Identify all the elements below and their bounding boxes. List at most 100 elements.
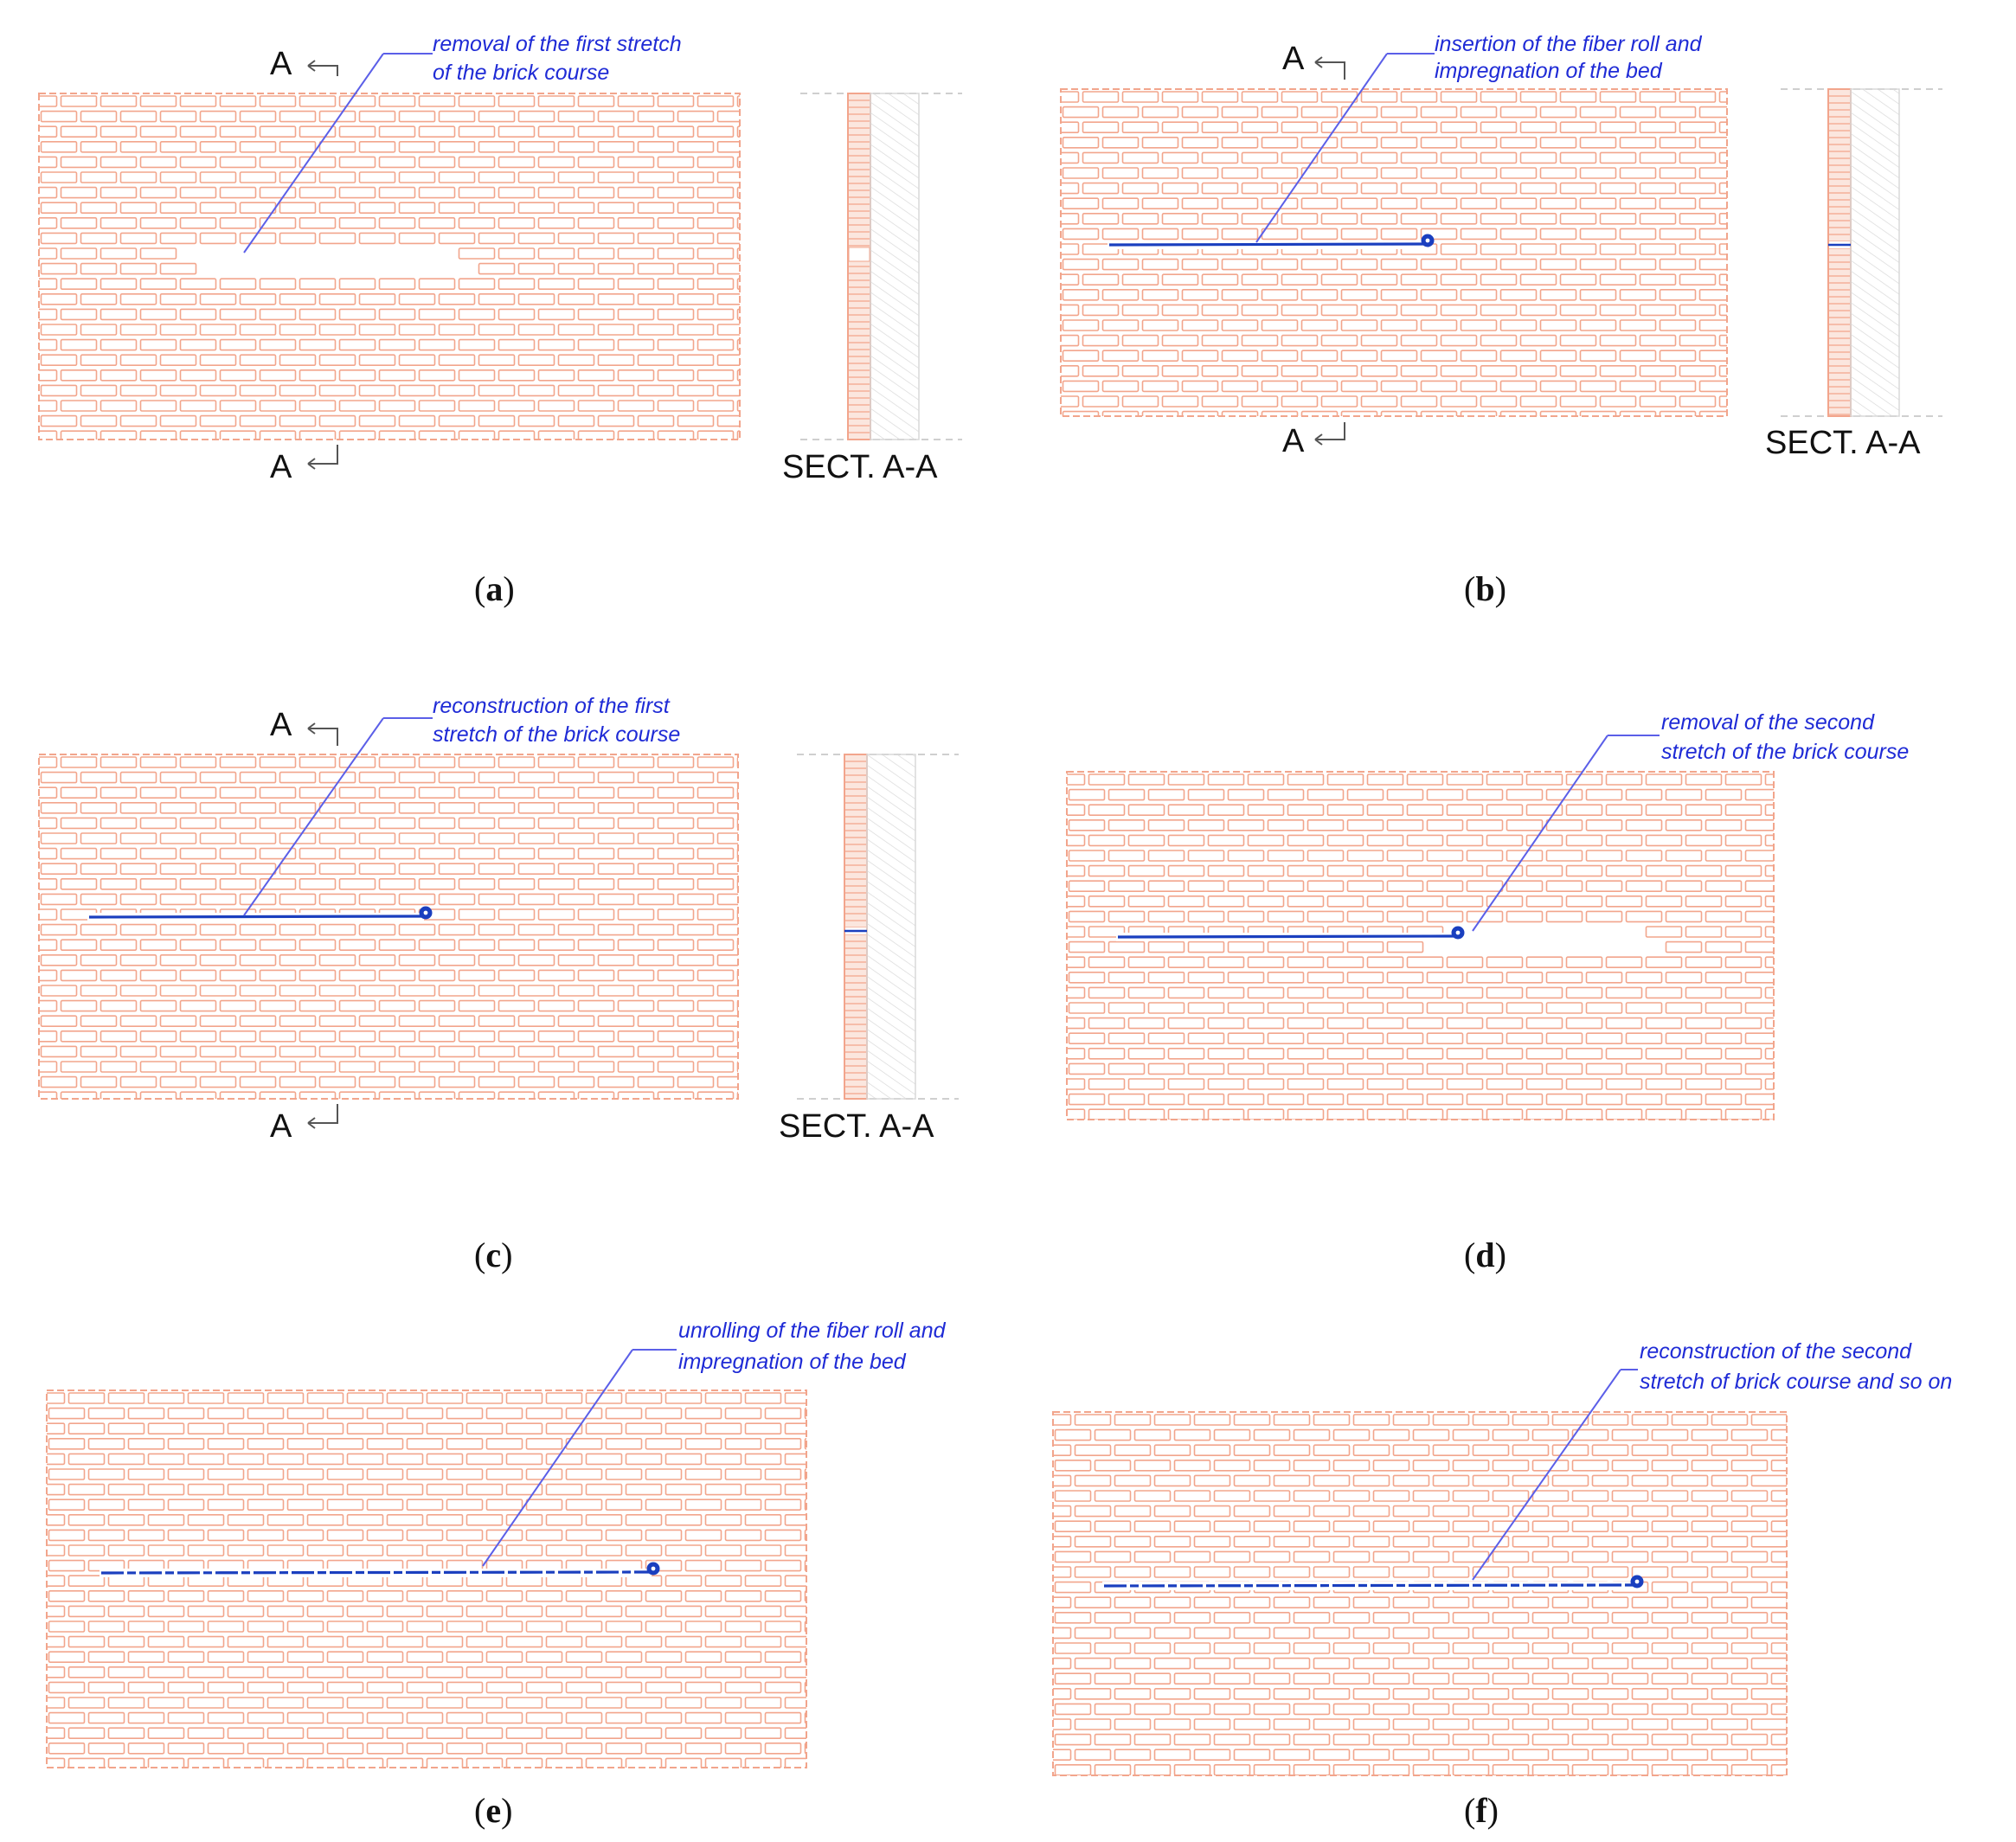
brick xyxy=(207,1499,245,1511)
brick xyxy=(726,1774,761,1784)
brick xyxy=(127,1468,165,1480)
brick xyxy=(1432,1688,1470,1700)
brick xyxy=(1372,1460,1410,1472)
brick xyxy=(1611,1672,1649,1685)
brick xyxy=(1611,1642,1649,1654)
brick xyxy=(0,909,17,920)
brick xyxy=(677,110,715,123)
brick xyxy=(1705,1002,1743,1014)
fiber-strip-line xyxy=(88,915,423,919)
brick xyxy=(625,1544,663,1556)
brick xyxy=(147,1483,185,1496)
brick xyxy=(1645,1048,1683,1060)
brick xyxy=(1724,956,1762,968)
brick xyxy=(465,1544,504,1556)
brick xyxy=(1446,986,1484,999)
brick xyxy=(0,1001,17,1011)
brick xyxy=(446,1711,484,1724)
brick xyxy=(48,1681,86,1694)
fiber-strip-line xyxy=(1108,242,1425,247)
brick xyxy=(207,1468,245,1480)
brick xyxy=(1599,304,1637,317)
brick xyxy=(1426,880,1464,893)
brick xyxy=(1094,1612,1132,1624)
brick xyxy=(286,1681,324,1694)
brick xyxy=(1631,1627,1669,1640)
brick xyxy=(1261,350,1299,363)
brick xyxy=(338,369,376,382)
brick xyxy=(559,446,594,457)
brick xyxy=(426,1453,464,1466)
brick xyxy=(557,985,595,997)
brick xyxy=(724,1621,762,1633)
brick xyxy=(100,338,138,351)
brick xyxy=(299,786,337,799)
brick xyxy=(1253,1642,1291,1654)
brick xyxy=(525,1468,563,1480)
brick xyxy=(1372,1612,1410,1624)
brick xyxy=(1770,1733,1787,1746)
brick xyxy=(1559,213,1597,225)
brick xyxy=(1718,182,1727,195)
brick xyxy=(1605,895,1643,908)
brick xyxy=(1432,1566,1470,1578)
brick xyxy=(1062,410,1100,416)
brick xyxy=(187,1453,225,1466)
brick xyxy=(1287,864,1325,877)
brick xyxy=(1812,1491,1847,1501)
brick xyxy=(1492,1550,1530,1563)
brick xyxy=(1088,804,1126,817)
brick xyxy=(625,1453,663,1466)
brick xyxy=(299,217,337,229)
brick xyxy=(557,171,595,183)
brick xyxy=(366,1468,404,1480)
brick xyxy=(537,756,575,768)
brick xyxy=(625,1392,663,1404)
brick xyxy=(398,202,436,214)
brick xyxy=(1247,1017,1285,1030)
brick xyxy=(318,1075,356,1088)
brick xyxy=(378,1030,416,1043)
brick xyxy=(677,985,715,997)
brick xyxy=(1326,895,1364,908)
brick xyxy=(1241,273,1279,286)
brick xyxy=(440,446,475,457)
brick xyxy=(1512,1566,1550,1578)
brick xyxy=(1585,1002,1623,1014)
brick xyxy=(1812,1430,1847,1441)
brick xyxy=(736,848,738,860)
brick xyxy=(1585,880,1623,893)
brick xyxy=(1711,1536,1749,1548)
brick xyxy=(1744,1032,1774,1044)
brick xyxy=(1247,1108,1285,1120)
brick xyxy=(438,354,476,367)
brick xyxy=(306,1453,344,1466)
brick xyxy=(378,156,416,169)
brick xyxy=(81,1107,117,1118)
brick xyxy=(259,308,297,321)
brick xyxy=(1392,1718,1430,1730)
brick xyxy=(1094,1733,1132,1746)
brick xyxy=(338,400,376,412)
brick xyxy=(1432,1414,1470,1426)
brick xyxy=(1062,258,1100,271)
brick xyxy=(716,384,740,397)
brick xyxy=(1141,228,1179,241)
brick xyxy=(1147,1062,1185,1075)
brick xyxy=(80,771,118,784)
brick xyxy=(1472,1444,1510,1456)
brick xyxy=(446,1468,484,1480)
brick xyxy=(1267,1062,1305,1075)
brick xyxy=(0,218,17,228)
brick xyxy=(418,847,456,860)
brick xyxy=(697,186,735,199)
brick xyxy=(1273,1566,1311,1578)
brick xyxy=(716,923,738,936)
brick xyxy=(366,1651,404,1663)
brick xyxy=(39,878,58,890)
brick xyxy=(744,1514,782,1526)
brick xyxy=(107,1483,145,1496)
brick xyxy=(1201,213,1239,225)
brick xyxy=(1506,1032,1544,1044)
brick xyxy=(704,1422,742,1434)
